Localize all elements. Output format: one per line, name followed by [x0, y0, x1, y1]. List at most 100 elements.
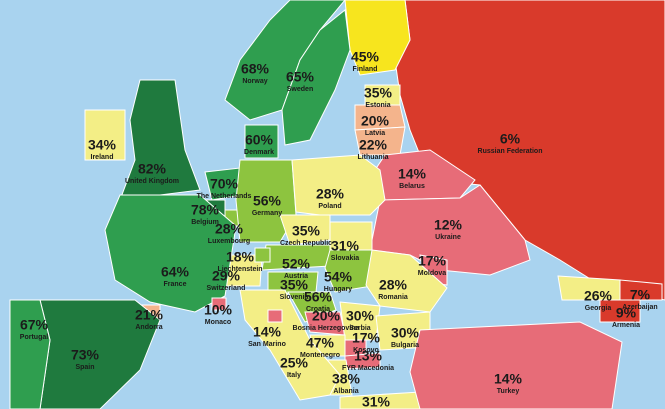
- country-name: Estonia: [365, 102, 390, 109]
- country-name: Albania: [333, 388, 358, 395]
- country-shape: [239, 289, 341, 401]
- value-label: 20%: [312, 308, 341, 324]
- country-shape: [254, 247, 271, 263]
- country-name: Belgium: [191, 219, 219, 226]
- country-name: Lithuania: [357, 154, 388, 161]
- country-name: Finland: [353, 66, 378, 73]
- value-label: 68%: [241, 61, 270, 77]
- country-name: Armenia: [612, 322, 640, 329]
- country-name: The Netherlands: [197, 193, 252, 200]
- value-label: 73%: [71, 347, 100, 363]
- country-name: San Marino: [248, 341, 286, 348]
- value-label: 35%: [292, 223, 321, 239]
- country-shape: [281, 9, 351, 146]
- country-name: Liechtenstein: [217, 266, 262, 273]
- value-label: 7%: [630, 287, 651, 303]
- country-shape: [267, 309, 283, 323]
- country-name: Norway: [242, 78, 267, 85]
- value-label: 56%: [304, 289, 333, 305]
- country-shape: [224, 0, 346, 121]
- country-name: United Kingdom: [125, 178, 179, 185]
- labels: 6%Russian Federation 45%Finland 68%Norway 6…: [20, 49, 658, 409]
- value-label: 22%: [359, 137, 388, 153]
- value-label: 31%: [331, 238, 360, 254]
- value-label: 82%: [138, 161, 167, 177]
- value-label: 78%: [191, 202, 220, 218]
- country-name: Austria: [284, 273, 308, 280]
- value-label: 21%: [135, 307, 164, 323]
- country-name: Ireland: [91, 154, 114, 161]
- value-label: 26%: [584, 288, 613, 304]
- country-name: Latvia: [365, 130, 385, 137]
- country-shape: [9, 299, 51, 409]
- value-label: 17%: [352, 330, 381, 346]
- value-label: 28%: [316, 186, 345, 202]
- value-label: 34%: [88, 137, 117, 153]
- country-name: Poland: [318, 203, 341, 210]
- country-name: Moldova: [418, 270, 446, 277]
- value-label: 30%: [346, 308, 375, 324]
- value-label: 28%: [215, 221, 244, 237]
- value-label: 14%: [494, 371, 523, 387]
- value-label: 12%: [434, 217, 463, 233]
- value-label: 25%: [280, 355, 309, 371]
- value-label: 60%: [245, 132, 274, 148]
- country-shape: [104, 194, 237, 313]
- country-name: Belarus: [399, 183, 425, 190]
- country-name: Russian Federation: [478, 148, 543, 155]
- country-name: Andorra: [135, 324, 162, 331]
- value-label: 45%: [351, 49, 380, 65]
- value-label: 38%: [332, 371, 361, 387]
- value-label: 20%: [361, 113, 390, 129]
- value-label: 30%: [391, 325, 420, 341]
- country-shape: [409, 321, 623, 409]
- country-name: Azerbaijan: [622, 304, 657, 311]
- country-name: Bulgaria: [391, 342, 419, 349]
- value-label: 64%: [161, 264, 190, 280]
- value-label: 10%: [204, 302, 233, 318]
- country-name: Sweden: [287, 86, 313, 93]
- value-label: 52%: [282, 256, 311, 272]
- value-label: 13%: [354, 348, 383, 364]
- country-name: FYR Macedonia: [342, 365, 394, 372]
- country-shape: [599, 299, 641, 323]
- country-name: Portugal: [20, 334, 48, 341]
- country-name: Luxembourg: [208, 238, 250, 245]
- country-shape: [291, 154, 386, 216]
- country-name: Monaco: [205, 319, 231, 326]
- country-name: Italy: [287, 372, 301, 379]
- country-name: Denmark: [244, 149, 274, 156]
- country-name: Slovenia: [280, 294, 309, 301]
- value-label: 65%: [286, 69, 315, 85]
- country-name: Czech Republic: [280, 240, 332, 247]
- value-label: 28%: [379, 277, 408, 293]
- country-shape: [619, 279, 663, 301]
- country-name: Kosovo: [353, 347, 379, 354]
- value-label: 35%: [364, 85, 393, 101]
- country-name: Spain: [75, 364, 94, 371]
- value-label: 9%: [616, 305, 637, 321]
- country-name: Turkey: [497, 388, 520, 395]
- country-name: Ukraine: [435, 234, 461, 241]
- value-label: 14%: [398, 166, 427, 182]
- country-shape: [244, 124, 279, 159]
- value-label: 29%: [212, 268, 241, 284]
- value-label: 67%: [20, 317, 49, 333]
- country-name: Hungary: [324, 286, 353, 293]
- value-label: 54%: [324, 269, 353, 285]
- country-name: Bosnia Herzegovina: [293, 325, 360, 332]
- country-shape: [324, 249, 379, 293]
- country-name: Romania: [378, 294, 408, 301]
- country-name: Serbia: [349, 325, 371, 332]
- value-label: 31%: [362, 394, 391, 409]
- value-label: 14%: [253, 324, 282, 340]
- country-name: Georgia: [585, 305, 612, 312]
- value-label: 17%: [418, 253, 447, 269]
- country-shape: [339, 391, 421, 409]
- country-name: Switzerland: [207, 285, 246, 292]
- value-label: 35%: [280, 277, 309, 293]
- value-label: 56%: [253, 193, 282, 209]
- value-label: 6%: [500, 131, 521, 147]
- value-label: 18%: [226, 249, 255, 265]
